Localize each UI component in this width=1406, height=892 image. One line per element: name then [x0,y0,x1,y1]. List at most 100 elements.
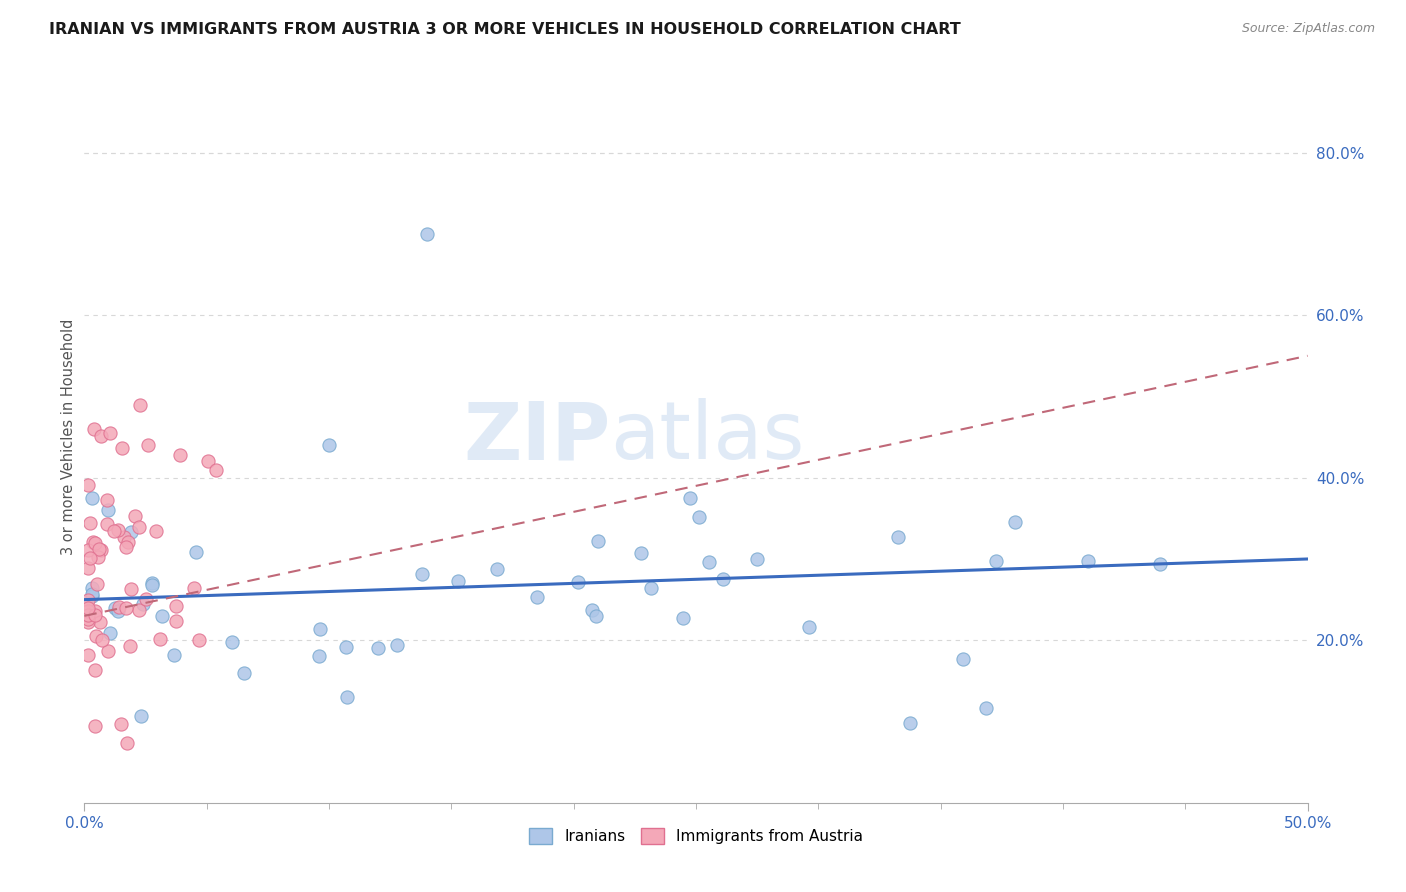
Point [197,454,219,468]
Point [136,438,159,452]
Point [77,543,100,558]
Text: atlas: atlas [610,398,804,476]
Point [97,503,120,517]
Point [367,640,389,655]
Point [98,626,121,640]
Point [132,597,155,611]
Point [697,555,720,569]
Point [77,611,100,625]
Point [77,648,100,662]
Point [83,422,105,436]
Point [77,604,100,618]
Point [112,530,135,544]
Point [77,593,100,607]
Point [128,520,150,534]
Point [581,603,603,617]
Point [318,438,340,452]
Point [96,493,118,508]
Point [588,533,610,548]
Point [149,632,172,646]
Point [887,530,910,544]
Point [111,441,134,455]
Point [84,629,107,643]
Point [141,577,163,591]
Point [90,632,112,647]
Point [797,620,820,634]
Point [107,523,129,537]
Point [205,462,228,476]
Point [115,600,138,615]
Point [128,603,150,617]
Point [335,640,357,654]
Point [80,581,103,595]
Point [385,639,408,653]
Legend: Iranians, Immigrants from Austria: Iranians, Immigrants from Austria [523,822,869,850]
Text: ZIP: ZIP [463,398,610,476]
Point [165,614,187,628]
Point [77,477,100,491]
Point [120,582,142,597]
Point [117,535,139,549]
Point [711,572,734,586]
Point [80,587,103,601]
Point [107,604,129,618]
Point [77,608,100,623]
Point [77,601,100,615]
Point [77,615,100,629]
Point [83,536,105,550]
Point [82,491,104,506]
Point [79,550,101,565]
Point [83,719,105,733]
Point [900,715,922,730]
Point [87,550,110,565]
Point [678,491,700,505]
Point [630,546,652,560]
Point [120,639,142,653]
Point [640,582,662,596]
Point [747,551,769,566]
Point [129,708,152,723]
Point [336,690,359,705]
Point [447,574,470,588]
Point [585,609,607,624]
Point [141,576,163,591]
Point [163,648,186,662]
Point [150,609,173,624]
Point [567,574,589,589]
Point [1077,554,1099,568]
Point [82,535,104,549]
Point [84,605,107,619]
Point [984,554,1007,568]
Point [1004,515,1026,529]
Y-axis label: 3 or more Vehicles in Household: 3 or more Vehicles in Household [60,319,76,555]
Point [221,635,243,649]
Point [108,599,131,614]
Point [416,227,439,241]
Point [124,508,146,523]
Point [115,540,138,554]
Point [411,567,433,582]
Point [89,615,111,629]
Point [80,590,103,604]
Point [135,591,157,606]
Point [952,652,974,666]
Point [688,509,710,524]
Point [486,562,509,576]
Point [79,516,101,530]
Point [308,622,330,636]
Point [104,601,127,615]
Point [165,599,187,614]
Point [87,542,110,557]
Point [103,524,125,538]
Text: IRANIAN VS IMMIGRANTS FROM AUSTRIA 3 OR MORE VEHICLES IN HOUSEHOLD CORRELATION C: IRANIAN VS IMMIGRANTS FROM AUSTRIA 3 OR … [49,22,960,37]
Point [308,648,330,663]
Point [110,717,132,731]
Point [77,561,100,575]
Point [169,449,191,463]
Point [183,581,205,595]
Point [976,701,998,715]
Point [97,644,120,658]
Point [128,398,150,412]
Point [526,591,548,605]
Point [86,576,108,591]
